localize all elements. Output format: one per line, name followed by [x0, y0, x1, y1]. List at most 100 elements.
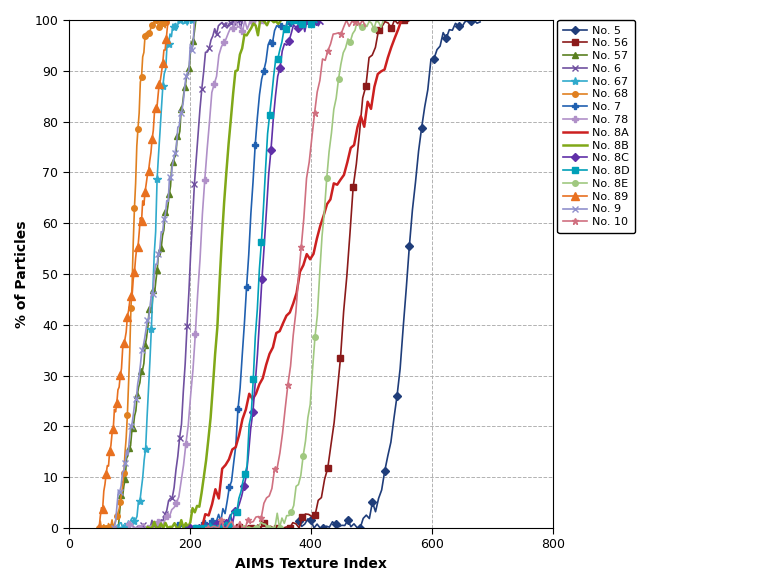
No. 8D: [230, 509, 239, 516]
No. 7: [186, 524, 195, 532]
No. 67: [107, 524, 116, 532]
No. 8B: [188, 505, 197, 512]
No. 8D: [226, 512, 236, 519]
No. 8D: [191, 524, 200, 532]
No. 67: [160, 70, 169, 77]
No. 8A: [248, 396, 257, 403]
No. 8B: [145, 524, 154, 532]
No. 10: [302, 175, 311, 182]
No. 5: [463, 16, 473, 23]
No. 9: [191, 16, 200, 23]
No. 56: [339, 308, 349, 315]
No. 8A: [265, 350, 275, 357]
No. 7: [218, 505, 228, 512]
Line: No. 57: No. 57: [115, 17, 199, 531]
No. 9: [161, 210, 170, 217]
Y-axis label: % of Particles: % of Particles: [15, 220, 29, 328]
No. 56: [222, 524, 231, 532]
No. 8E: [327, 130, 336, 137]
No. 78: [162, 513, 172, 520]
No. 5: [294, 517, 303, 524]
No. 78: [215, 52, 224, 59]
No. 89: [118, 345, 127, 352]
No. 68: [94, 524, 104, 532]
No. 57: [135, 379, 144, 386]
No. 8B: [229, 90, 238, 97]
No. 8E: [279, 520, 289, 527]
No. 56: [282, 523, 291, 530]
No. 57: [138, 366, 147, 373]
No. 68: [115, 506, 124, 513]
No. 8D: [222, 519, 231, 526]
No. 6: [162, 507, 172, 514]
No. 67: [121, 520, 130, 527]
No. 7: [173, 522, 183, 529]
No. 8E: [287, 508, 296, 515]
No. 78: [151, 524, 160, 532]
No. 68: [117, 490, 126, 498]
No. 78: [174, 493, 183, 500]
No. 78: [129, 524, 139, 532]
No. 8C: [318, 21, 328, 28]
No. 5: [310, 524, 319, 532]
No. 89: [112, 400, 122, 407]
No. 57: [112, 524, 122, 532]
No. 6: [229, 16, 238, 23]
No. 89: [117, 365, 126, 372]
No. 8D: [312, 19, 321, 26]
No. 8B: [256, 16, 265, 23]
No. 8B: [276, 18, 285, 25]
No. 5: [349, 520, 359, 527]
No. 8C: [219, 519, 229, 526]
No. 8D: [267, 93, 276, 100]
No. 8C: [185, 524, 194, 532]
No. 78: [231, 16, 240, 23]
No. 89: [106, 442, 115, 449]
No. 10: [254, 513, 263, 520]
No. 5: [411, 179, 420, 186]
No. 8E: [285, 512, 294, 519]
No. 6: [239, 16, 249, 23]
No. 9: [133, 380, 143, 387]
No. 6: [131, 524, 140, 532]
No. 78: [172, 499, 181, 506]
No. 8A: [255, 381, 264, 388]
Line: No. 5: No. 5: [296, 17, 483, 531]
No. 89: [164, 16, 173, 23]
No. 78: [264, 16, 273, 23]
No. 9: [137, 346, 147, 353]
No. 6: [199, 69, 208, 76]
No. 56: [275, 524, 285, 532]
No. 10: [204, 524, 213, 532]
No. 8E: [378, 17, 388, 24]
No. 10: [249, 518, 258, 525]
No. 8C: [230, 507, 239, 515]
No. 56: [254, 522, 263, 529]
No. 68: [112, 513, 122, 520]
No. 56: [285, 524, 294, 532]
No. 89: [138, 197, 147, 205]
No. 8C: [268, 116, 278, 123]
No. 5: [356, 524, 365, 532]
Line: No. 56: No. 56: [223, 17, 417, 531]
No. 7: [255, 91, 264, 98]
No. 6: [168, 494, 177, 501]
No. 56: [409, 16, 418, 23]
No. 6: [165, 495, 175, 502]
No. 9: [109, 524, 119, 532]
No. 8B: [179, 524, 188, 532]
No. 8B: [183, 523, 193, 530]
No. 89: [94, 524, 104, 532]
No. 56: [390, 16, 399, 23]
No. 9: [190, 16, 199, 23]
No. 67: [133, 498, 143, 505]
No. 57: [133, 392, 142, 399]
No. 8A: [261, 362, 271, 369]
No. 67: [131, 516, 140, 523]
No. 5: [328, 518, 337, 525]
No. 5: [343, 517, 353, 524]
Line: No. 8D: No. 8D: [193, 17, 320, 531]
No. 67: [191, 16, 200, 23]
No. 67: [135, 498, 144, 505]
No. 9: [136, 361, 145, 368]
